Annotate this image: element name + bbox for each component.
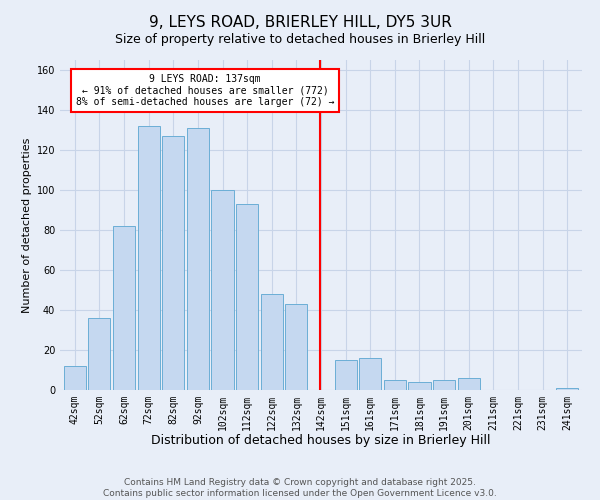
Bar xyxy=(285,304,307,390)
Bar xyxy=(409,382,431,390)
Bar xyxy=(260,294,283,390)
Bar xyxy=(162,136,184,390)
Bar xyxy=(359,358,382,390)
Bar xyxy=(137,126,160,390)
Text: 9, LEYS ROAD, BRIERLEY HILL, DY5 3UR: 9, LEYS ROAD, BRIERLEY HILL, DY5 3UR xyxy=(149,15,451,30)
X-axis label: Distribution of detached houses by size in Brierley Hill: Distribution of detached houses by size … xyxy=(151,434,491,448)
Bar xyxy=(556,388,578,390)
Bar xyxy=(458,378,480,390)
Text: Size of property relative to detached houses in Brierley Hill: Size of property relative to detached ho… xyxy=(115,32,485,46)
Bar xyxy=(64,366,86,390)
Bar xyxy=(433,380,455,390)
Bar xyxy=(187,128,209,390)
Y-axis label: Number of detached properties: Number of detached properties xyxy=(22,138,32,312)
Bar xyxy=(236,204,258,390)
Text: Contains HM Land Registry data © Crown copyright and database right 2025.
Contai: Contains HM Land Registry data © Crown c… xyxy=(103,478,497,498)
Bar xyxy=(384,380,406,390)
Bar xyxy=(113,226,135,390)
Bar xyxy=(211,190,233,390)
Bar xyxy=(88,318,110,390)
Text: 9 LEYS ROAD: 137sqm
← 91% of detached houses are smaller (772)
8% of semi-detach: 9 LEYS ROAD: 137sqm ← 91% of detached ho… xyxy=(76,74,335,107)
Bar xyxy=(335,360,357,390)
